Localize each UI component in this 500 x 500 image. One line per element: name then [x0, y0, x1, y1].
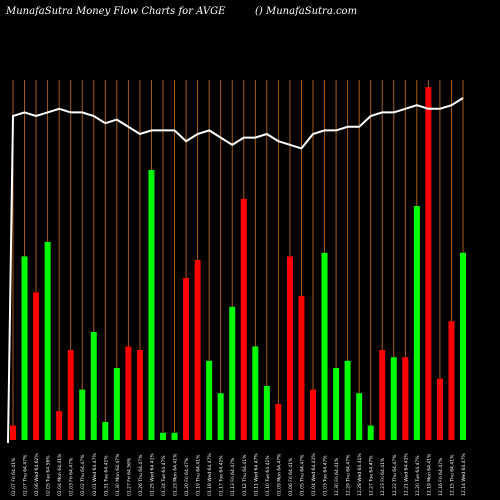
money-flow-bar	[367, 425, 374, 440]
x-tick-label: 02.07 Thu 64.47%	[23, 454, 29, 496]
x-tick-label: 02.02 Thu 64.47%	[80, 454, 86, 496]
money-flow-bar	[194, 260, 201, 440]
money-flow-bar	[286, 256, 293, 440]
money-flow-bar	[102, 422, 109, 440]
x-tick-label: 02.07 Fri 64.41%	[11, 457, 17, 496]
x-tick-label: 01.25 Wed 64.41%	[149, 453, 155, 496]
x-tick-label: 12.16 Fri 64.47%	[438, 457, 444, 496]
x-tick-label: 02.03 Fri 64.47%	[69, 457, 75, 496]
x-tick-label: 01.12 Thu 64.41%	[242, 454, 248, 496]
money-flow-bar	[183, 278, 190, 440]
money-flow-bar	[148, 170, 155, 440]
money-flow-bar	[275, 404, 282, 440]
x-tick-label: 01.04 Wed 64.41%	[311, 453, 317, 496]
money-flow-bar	[460, 252, 466, 440]
money-flow-bar	[356, 393, 363, 440]
money-flow-bar	[240, 198, 247, 440]
x-tick-label: 01.10 Tue 64.41%	[265, 455, 271, 496]
x-tick-label: 12.19 Mon 64.41%	[426, 453, 432, 496]
x-tick-label: 01.19 Thu 64.41%	[196, 454, 202, 496]
x-tick-label: 01.27 Fri 64.56%	[126, 457, 132, 496]
x-tick-label: 12.22 Thu 64.47%	[392, 454, 398, 496]
x-tick-label: 01.11 Wed 64.47%	[253, 453, 259, 496]
x-tick-label: 01.09 Mon 64.47%	[276, 453, 282, 496]
money-flow-bar	[136, 350, 143, 440]
money-flow-bar	[229, 306, 236, 440]
money-flow-bar	[67, 350, 74, 440]
price-line	[7, 97, 464, 444]
x-tick-label: 01.18 Wed 64.47%	[207, 453, 213, 496]
x-tick-label: 02.01 Wed 64.47%	[92, 453, 98, 496]
money-flow-bar	[379, 350, 386, 440]
x-tick-label: 01.26 Thu 64.47%	[138, 454, 144, 496]
money-flow-bar	[448, 321, 455, 440]
x-tick-label: 12.20 Tue 64.47%	[415, 455, 421, 496]
x-tick-label: 01.24 Tue 64.47%	[161, 455, 167, 496]
x-tick-label: 12.30 Fri 64.41%	[334, 457, 340, 496]
x-tick-label: 12.28 Wed 64.41%	[357, 453, 363, 496]
money-flow-bar	[33, 292, 40, 440]
money-flow-bar	[56, 411, 63, 440]
x-tick-label: 01.20 Fri 64.47%	[184, 457, 190, 496]
x-tick-label: 01.23 Mon 64.41%	[173, 453, 179, 496]
money-flow-bar	[160, 432, 166, 440]
money-flow-bar	[425, 87, 432, 440]
money-flow-bar	[79, 389, 86, 440]
x-tick-label: 12.27 Tue 64.47%	[369, 455, 375, 496]
money-flow-bar	[113, 368, 120, 440]
x-tick-label: 12.23 Fri 64.41%	[380, 457, 386, 496]
x-tick-label: 02.06 Wed 64.62%	[34, 453, 40, 496]
money-flow-bar	[413, 206, 420, 440]
money-flow-bar	[263, 386, 270, 440]
x-tick-label: 12.29 Thu 64.47%	[346, 454, 352, 496]
x-tick-label: 01.13 Fri 64.47%	[230, 457, 236, 496]
money-flow-bar	[21, 256, 28, 440]
x-tick-label: 01.17 Tue 64.41%	[219, 455, 225, 496]
money-flow-bar	[321, 252, 328, 440]
x-tick-label: 02.04 Mon 64.41%	[57, 453, 63, 496]
money-flow-bar	[90, 332, 97, 440]
x-tick-label: 01.03 Tue 64.47%	[323, 455, 329, 496]
money-flow-bar	[436, 378, 443, 440]
chart-title: MunafaSutra Money Flow Charts for AVGE	[6, 6, 226, 17]
x-tick-label: 12.14 Wed 64.47%	[461, 453, 467, 496]
money-flow-bar	[171, 432, 178, 440]
money-flow-bar	[125, 346, 132, 440]
money-flow-bar	[402, 357, 409, 440]
x-tick-label: 12.21 Wed 64.41%	[403, 453, 409, 496]
site-credit: () MunafaSutra.com	[255, 6, 358, 17]
money-flow-bar	[252, 346, 259, 440]
money-flow-bar	[10, 425, 16, 440]
x-tick-label: 12.15 Thu 64.41%	[449, 454, 455, 496]
x-tick-label: 02.05 Tue 64.56%	[46, 455, 52, 496]
money-flow-bar	[333, 368, 340, 440]
money-flow-bar	[44, 242, 51, 440]
x-tick-label: 01.31 Tue 64.41%	[103, 455, 109, 496]
money-flow-bar	[344, 360, 351, 440]
money-flow-bar	[310, 389, 316, 440]
x-tick-label: 01.30 Mon 64.47%	[115, 453, 121, 496]
x-tick-label: 01.05 Thu 64.47%	[299, 454, 305, 496]
money-flow-bar	[390, 357, 397, 440]
money-flow-bar	[206, 360, 213, 440]
money-flow-bar	[217, 393, 224, 440]
x-tick-label: 01.06 Fri 64.41%	[288, 457, 294, 496]
money-flow-bar	[298, 296, 305, 440]
